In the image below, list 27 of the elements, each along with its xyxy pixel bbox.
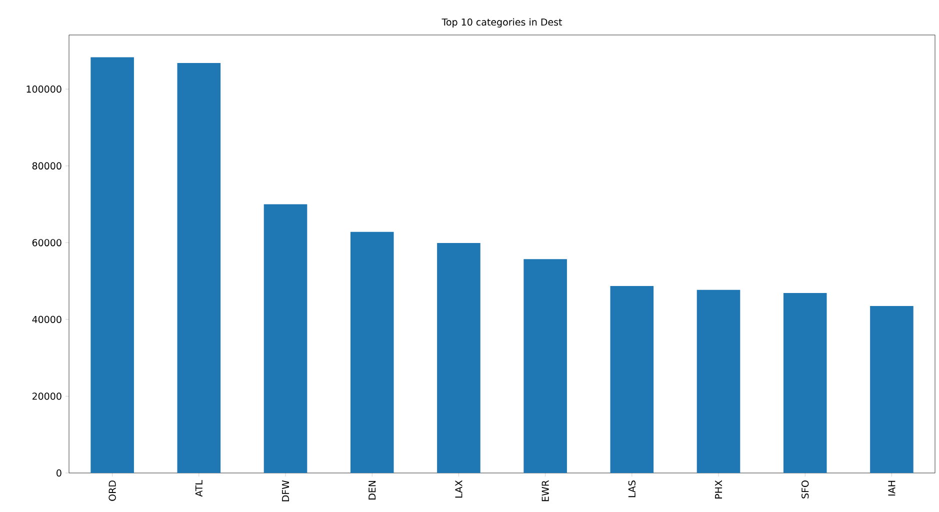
- bar: [177, 63, 221, 473]
- x-tick-label: IAH: [888, 480, 896, 496]
- x-tick-label: DEN: [368, 480, 376, 500]
- bar: [437, 243, 480, 473]
- bar: [696, 290, 740, 473]
- x-tick-label: DFW: [282, 480, 289, 502]
- x-tick-label: LAX: [455, 480, 462, 498]
- y-tick-label: 100000: [26, 86, 62, 93]
- y-tick-label: 0: [56, 469, 62, 477]
- bar: [610, 286, 654, 473]
- y-tick-label: 40000: [32, 316, 62, 324]
- y-tick-label: 80000: [32, 162, 62, 170]
- bar: [264, 204, 308, 473]
- chart-title: Top 10 categories in Dest: [442, 18, 562, 28]
- x-tick-label: EWR: [542, 480, 549, 502]
- bar: [870, 306, 914, 473]
- bar: [783, 292, 827, 473]
- x-tick-label: ORD: [108, 480, 116, 501]
- bar: [524, 259, 567, 473]
- x-tick-label: SFO: [802, 480, 809, 498]
- x-tick-label: LAS: [628, 480, 636, 498]
- bar: [90, 57, 134, 473]
- y-tick-label: 60000: [32, 239, 62, 246]
- bar: [350, 232, 394, 473]
- x-tick-label: ATL: [195, 480, 202, 497]
- y-tick-label: 20000: [32, 392, 62, 400]
- x-tick-label: PHX: [715, 480, 722, 498]
